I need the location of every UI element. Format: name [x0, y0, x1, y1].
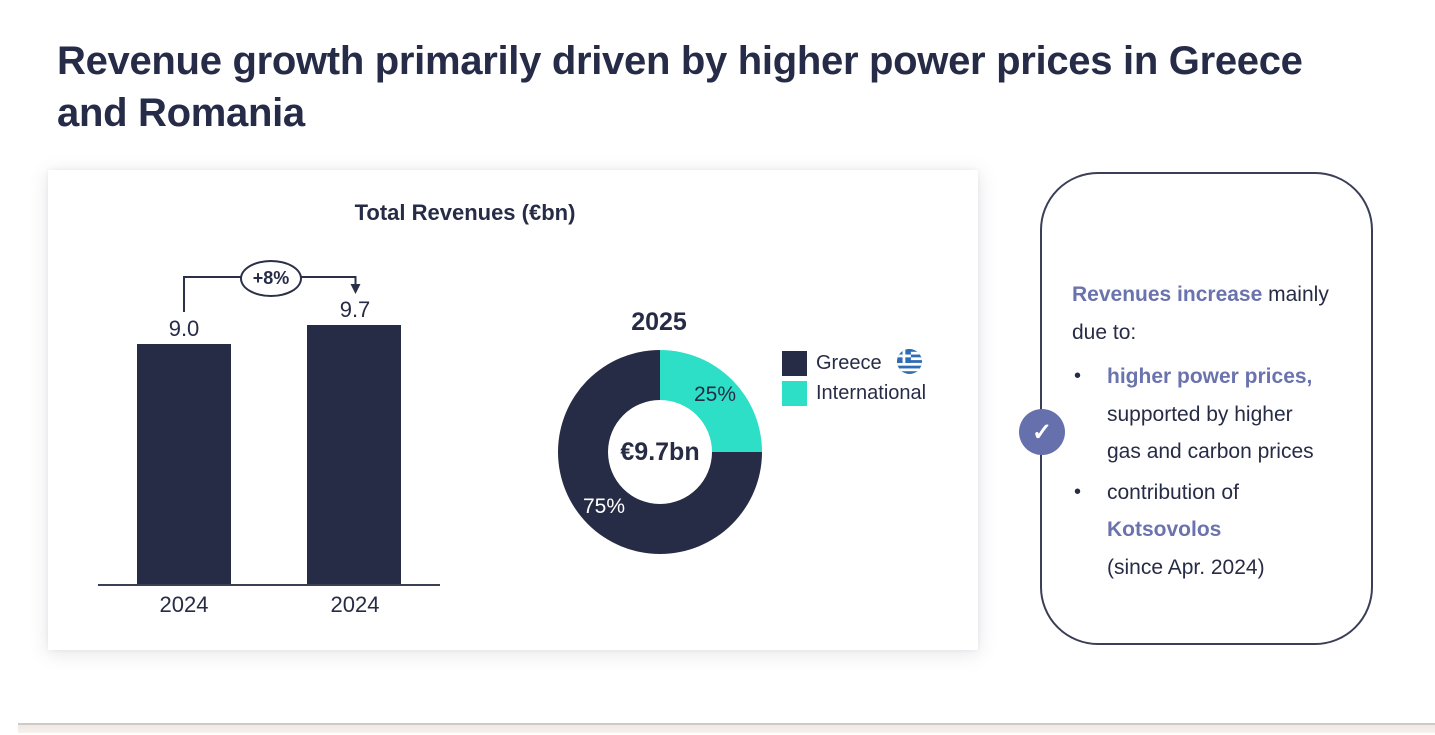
bottom-divider: [18, 723, 1435, 733]
x-axis-tick-label: 2024: [330, 592, 380, 617]
bullet-dot: •: [1074, 365, 1082, 387]
callout-intro: Revenues increase mainly due to:: [1072, 276, 1364, 351]
bar-value-label: 9.0: [168, 316, 200, 341]
revenue-bar: [307, 325, 401, 584]
x-axis-tick-label: 2024: [159, 592, 209, 617]
callout-bullet-2: • contribution of Kotsovolos (since Apr.…: [1072, 474, 1364, 587]
callout-intro-bold: Revenues increase: [1072, 283, 1263, 306]
bar-value-label: 9.7: [339, 297, 371, 322]
callout-intro-line2: due to:: [1072, 320, 1137, 344]
callout-bullet-list: • higher power prices, supported by high…: [1072, 358, 1364, 586]
x-axis-line: [98, 584, 440, 586]
page-title: Revenue growth primarily driven by highe…: [57, 38, 1303, 135]
callout-box: [1040, 172, 1373, 645]
legend-swatch: [782, 381, 807, 406]
growth-annotation-label: +8%: [252, 268, 290, 288]
legend-item-greece: Greece: [782, 348, 926, 379]
growth-connector-arrow: [183, 276, 361, 312]
donut-slice-label-international: 25%: [693, 383, 737, 406]
bullet1-line2: supported by higher: [1107, 402, 1293, 426]
bullet2-line3: (since Apr. 2024): [1107, 555, 1265, 579]
legend-item-international: International: [782, 381, 926, 406]
legend-swatch: [782, 351, 807, 376]
revenue-chart-card: Total Revenues (€bn) +8% 9.0 9.7 2024 20…: [48, 170, 978, 650]
callout-bullet-1: • higher power prices, supported by high…: [1072, 358, 1364, 471]
legend-label: International: [816, 382, 927, 404]
callout-intro-regular: mainly: [1262, 283, 1329, 306]
bullet1-line3: gas and carbon prices: [1107, 440, 1314, 463]
check-circle-icon: ✓: [1019, 409, 1065, 455]
donut-chart-title: 2025: [631, 308, 687, 336]
donut-slice-label-greece: 75%: [582, 495, 626, 518]
donut-center-label: €9.7bn: [620, 437, 700, 466]
legend-label: Greece: [816, 352, 882, 374]
callout-text: Revenues increase mainly due to: • highe…: [1072, 276, 1364, 589]
check-icon: ✓: [1031, 418, 1053, 446]
donut-ring: €9.7bn: [558, 350, 762, 554]
greek-flag-icon: [896, 348, 922, 379]
donut-legend: Greece: [782, 348, 926, 406]
bullet1-bold: higher power prices,: [1107, 365, 1313, 388]
bullet-dot: •: [1074, 480, 1082, 503]
donut-hole: [608, 400, 712, 504]
revenue-bar: [137, 344, 231, 584]
bullet2-bold: Kotsovolos: [1107, 518, 1222, 541]
bar-chart-title: Total Revenues (€bn): [354, 200, 576, 225]
growth-annotation-badge: +8%: [240, 260, 302, 297]
bullet2-line1: contribution of: [1107, 480, 1239, 504]
